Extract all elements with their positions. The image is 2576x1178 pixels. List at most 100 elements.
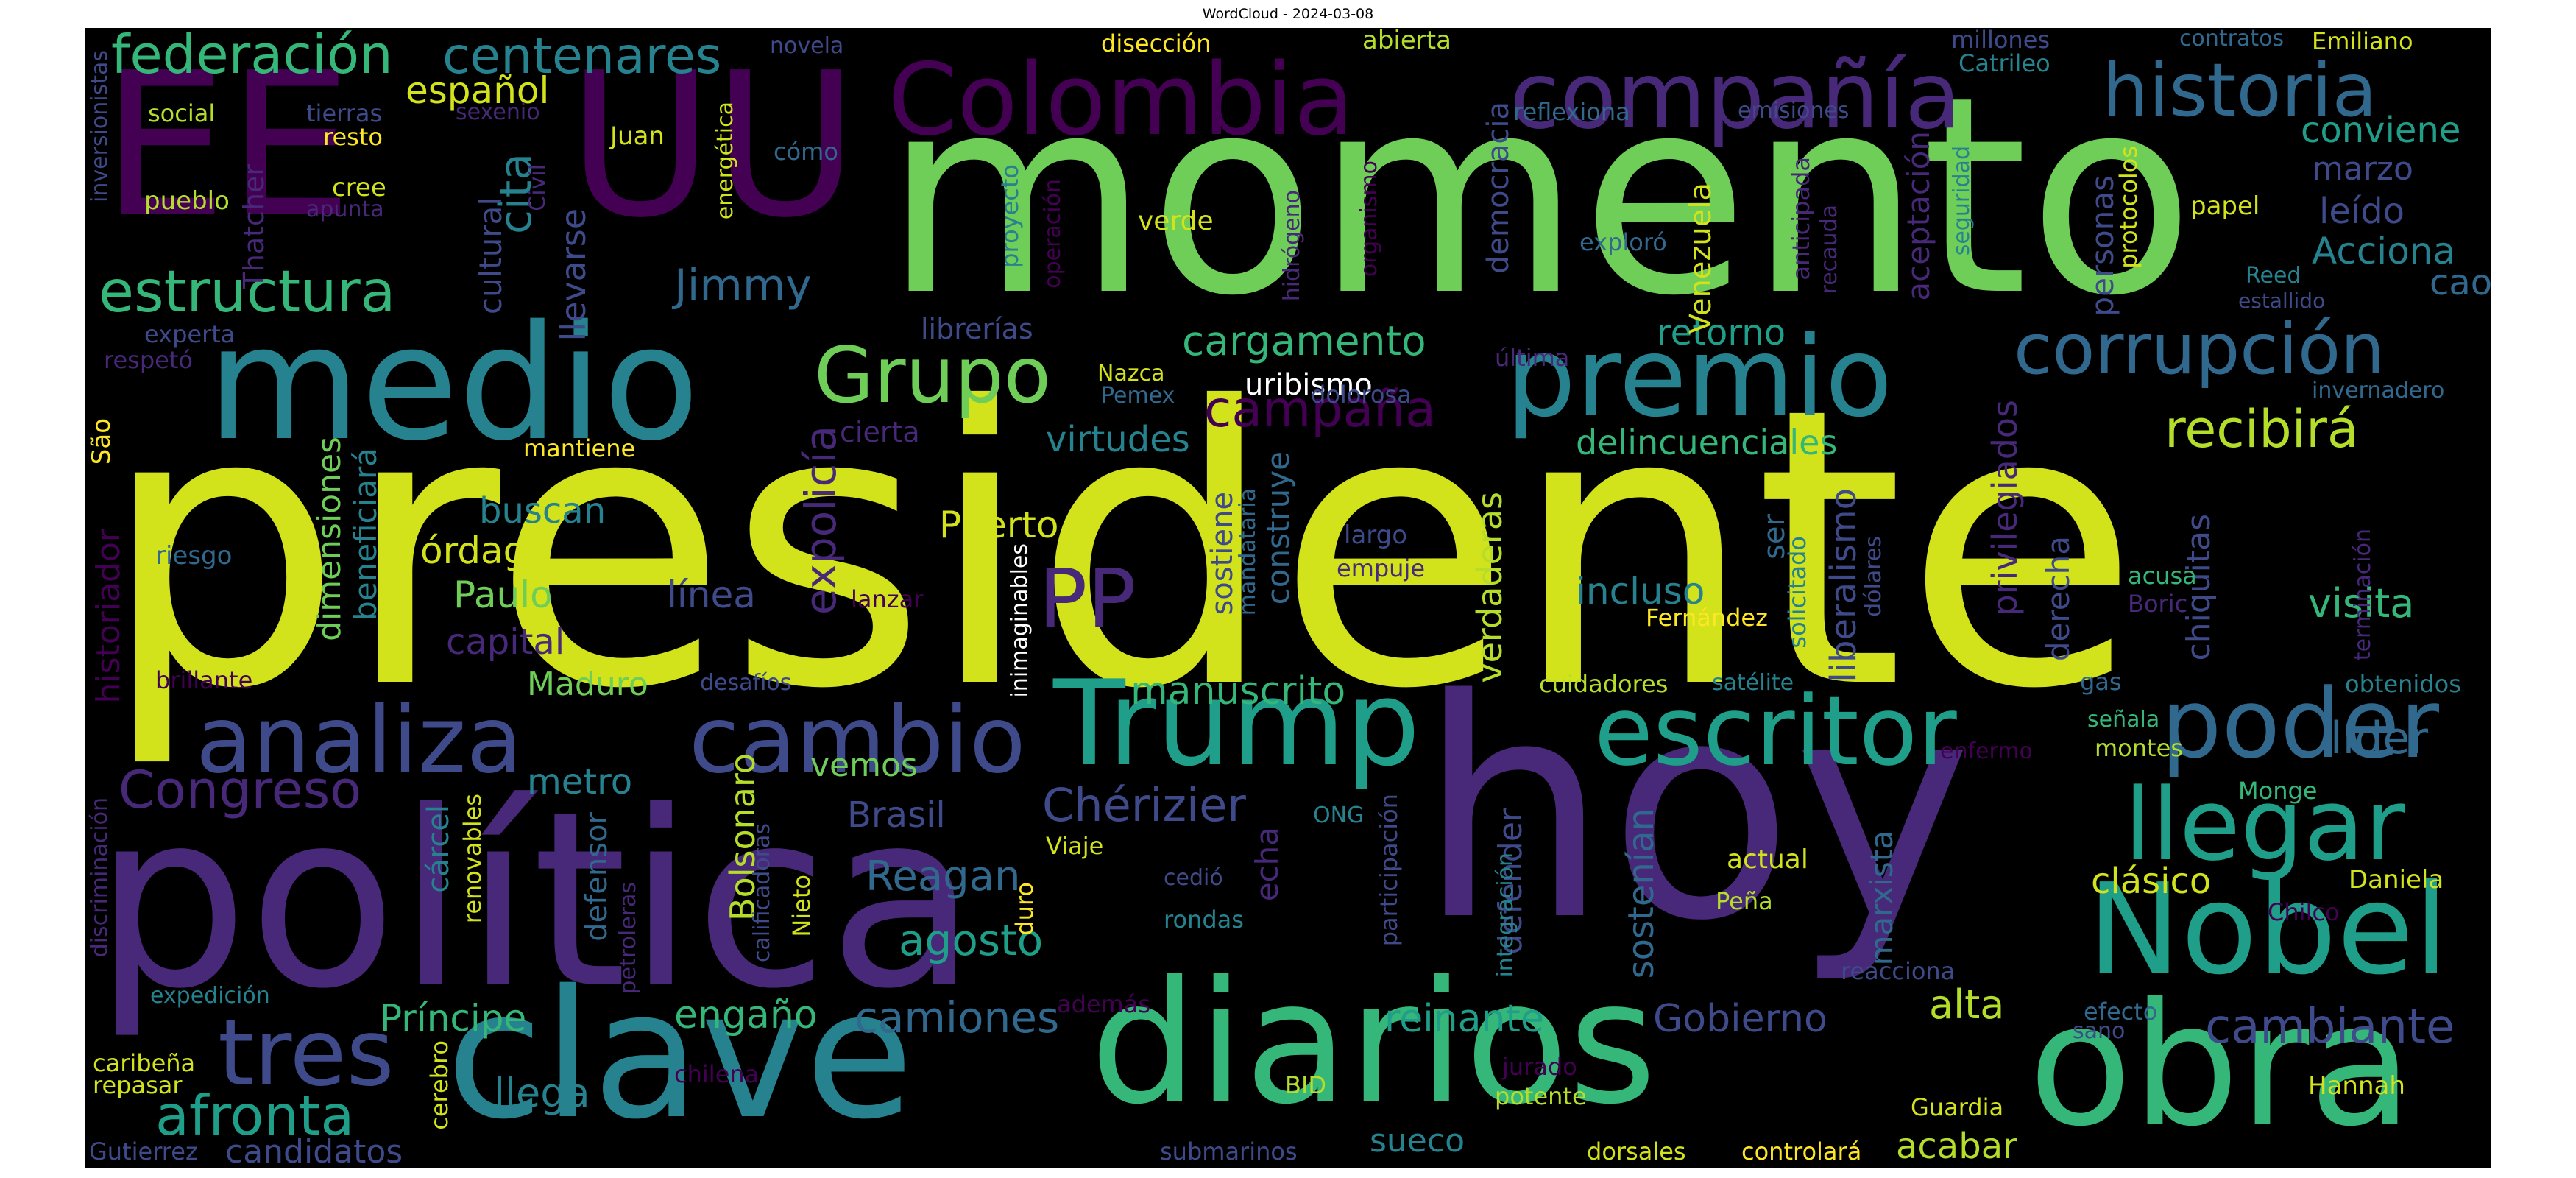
word-ordago: órdago xyxy=(420,529,549,572)
word-tres: tres xyxy=(218,1000,394,1107)
word-hidrogeno: hidrógeno xyxy=(1279,190,1305,302)
word-cierta: cierta xyxy=(840,416,920,448)
word-Cherizier: Chérizier xyxy=(1042,778,1246,832)
word-manuscrito: manuscrito xyxy=(1130,669,1346,713)
word-obra: obra xyxy=(2028,967,2413,1164)
word-leido: leído xyxy=(2319,191,2405,232)
word-cuidadores: cuidadores xyxy=(1539,670,1669,698)
word-tierras: tierras xyxy=(306,99,383,127)
word-echa: echa xyxy=(1249,827,1285,902)
word-llega: llega xyxy=(494,1070,590,1116)
word-calificadoras: calificadoras xyxy=(749,823,775,963)
word-historia: historia xyxy=(2102,47,2377,133)
word-delincuenciales: delincuenciales xyxy=(1576,423,1838,462)
word-papel: papel xyxy=(2190,191,2260,221)
word-diarios: diarios xyxy=(1090,945,1657,1142)
word-Fernandez: Fernández xyxy=(1646,604,1768,632)
word-afronta: afronta xyxy=(155,1083,355,1148)
word-senala: señala xyxy=(2087,707,2160,733)
word-cerebro: cerebro xyxy=(425,1040,453,1130)
word-acabar: acabar xyxy=(1896,1126,2017,1167)
word-lider: líder xyxy=(2330,713,2429,764)
word-apunta: apunta xyxy=(306,197,384,222)
word-momento: momento xyxy=(884,39,2195,356)
word-recibira: recibirá xyxy=(2165,399,2359,459)
word-ONG: ONG xyxy=(1313,803,1365,828)
word-Reed: Reed xyxy=(2246,263,2301,289)
word-submarinos: submarinos xyxy=(1160,1138,1298,1165)
word-invernadero: invernadero xyxy=(2312,378,2445,403)
word-enfermo: enfermo xyxy=(1940,738,2033,764)
word-PP: PP xyxy=(1038,551,1136,646)
word-buscan: buscan xyxy=(479,490,606,532)
word-Venezuela: Venezuela xyxy=(1684,183,1718,334)
word-inversionistas: inversionistas xyxy=(87,50,113,202)
word-emisiones: emisiones xyxy=(1738,98,1850,124)
word-recauda: recauda xyxy=(1816,205,1842,294)
word-beneficiara: beneficiará xyxy=(347,448,383,621)
word-seguridad: seguridad xyxy=(1949,146,1975,256)
word-aceptacion: aceptación xyxy=(1900,131,1936,301)
word-potente: potente xyxy=(1495,1082,1587,1110)
word-largo: largo xyxy=(1344,521,1408,550)
word-energetica: energética xyxy=(712,102,738,220)
word-camiones: camiones xyxy=(854,992,1060,1043)
word-obtenidos: obtenidos xyxy=(2345,670,2461,698)
word-Boric: Boric xyxy=(2128,590,2188,618)
word-cargamento: cargamento xyxy=(1182,317,1426,364)
word-inimaginables: inimaginables xyxy=(1007,543,1033,698)
word-cambio: cambio xyxy=(689,687,1026,794)
word-solicitado: solicitado xyxy=(1783,536,1811,649)
word-librerias: librerías xyxy=(921,313,1033,345)
word-marxista: marxista xyxy=(1864,830,1900,966)
word-construye: construye xyxy=(1260,451,1296,605)
word-sano: sano xyxy=(2073,1018,2126,1044)
word-llegar: llegar xyxy=(2124,767,2405,883)
word-social: social xyxy=(148,99,216,127)
word-resto: resto xyxy=(323,123,383,151)
word-Pemex: Pemex xyxy=(1101,383,1175,409)
word-chilena: chilena xyxy=(674,1060,760,1088)
word-controlara: controlará xyxy=(1741,1138,1862,1165)
word-pueblo: pueblo xyxy=(144,186,230,216)
word-Puerto: Puerto xyxy=(939,504,1059,546)
word-EE: EE xyxy=(102,29,353,261)
word-Brasil: Brasil xyxy=(847,794,946,836)
word-Acciona: Acciona xyxy=(2312,230,2456,272)
word-repasar: repasar xyxy=(93,1071,183,1099)
word-respeto: respetó xyxy=(104,346,193,374)
word-Sao: São xyxy=(87,418,116,465)
word-incluso: incluso xyxy=(1576,570,1705,613)
word-virtudes: virtudes xyxy=(1046,419,1190,460)
word-novela: novela xyxy=(770,33,844,59)
word-sexenio: sexenio xyxy=(456,99,540,125)
word-Reagan: Reagan xyxy=(866,853,1021,900)
word-Nieto: Nieto xyxy=(788,875,815,937)
word-experta: experta xyxy=(144,320,236,348)
word-estallido: estallido xyxy=(2238,289,2326,313)
word-llevarse: llevarse xyxy=(553,208,593,342)
word-retorno: retorno xyxy=(1657,312,1786,353)
word-expedicion: expedición xyxy=(150,983,270,1009)
word-efecto: efecto xyxy=(2084,998,2158,1026)
word-verde: verde xyxy=(1138,206,1214,236)
word-Congreso: Congreso xyxy=(118,760,362,820)
word-corrupcion: corrupción xyxy=(2014,309,2385,390)
word-cloud-canvas: presidente momento hoy política EE UU me… xyxy=(85,28,2491,1168)
word-expolicia: expolicía xyxy=(796,426,846,616)
word-clasico: clásico xyxy=(2091,861,2212,902)
word-privilegiados: privilegiados xyxy=(1985,400,2025,616)
word-escritor: escritor xyxy=(1594,675,1957,787)
word-Juan: Juan xyxy=(610,121,665,151)
word-abierta: abierta xyxy=(1362,28,1451,55)
word-hoy: hoy xyxy=(1418,635,1972,987)
word-Gutierrez: Gutierrez xyxy=(89,1138,198,1165)
word-Civil: Civil xyxy=(525,164,551,211)
word-premio: premio xyxy=(1506,314,1893,442)
word-UU: UU xyxy=(567,29,859,261)
word-clave: clave xyxy=(446,952,914,1158)
word-contratos: contratos xyxy=(2179,28,2285,52)
word-diseccion: disección xyxy=(1101,29,1211,57)
word-marzo: marzo xyxy=(2312,150,2413,188)
word-poder: poder xyxy=(2161,668,2440,780)
